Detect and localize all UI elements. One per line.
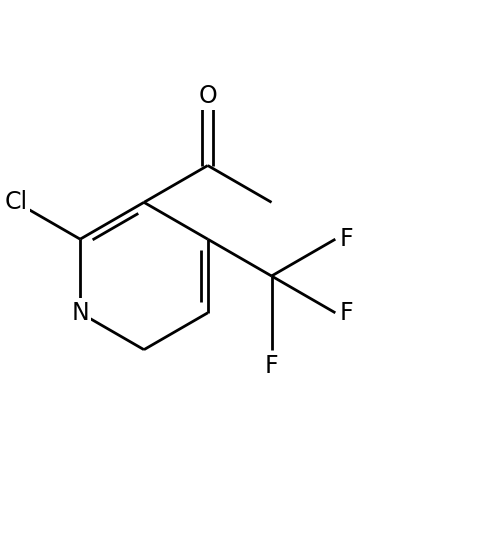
Text: O: O xyxy=(198,83,217,108)
Text: F: F xyxy=(340,301,354,325)
Text: Cl: Cl xyxy=(5,190,28,214)
Text: N: N xyxy=(71,301,89,325)
Text: F: F xyxy=(340,227,354,251)
Text: F: F xyxy=(265,354,278,379)
